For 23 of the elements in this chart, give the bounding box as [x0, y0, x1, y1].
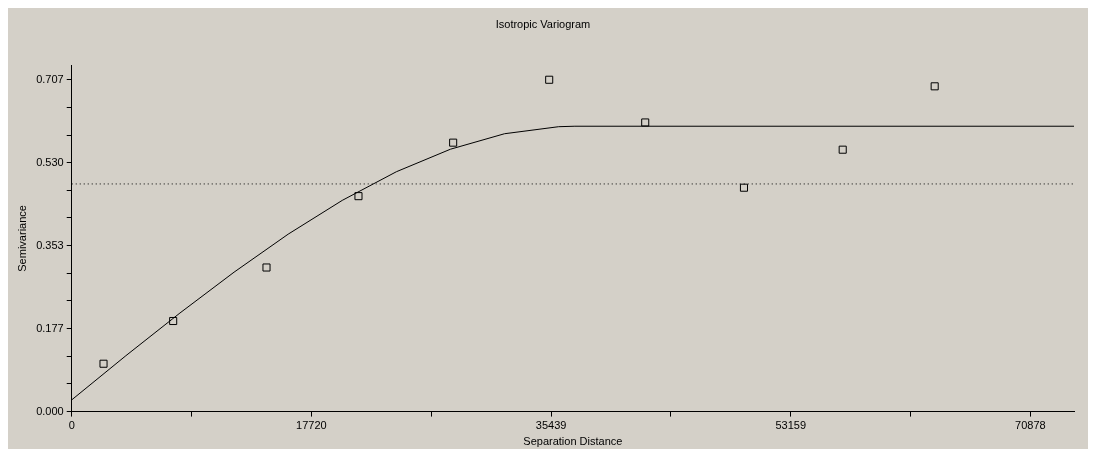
- point: [641, 118, 650, 127]
- y-tick-label: 0.000: [36, 404, 64, 417]
- point: [169, 316, 178, 326]
- x-tick-label: 53159: [775, 419, 807, 432]
- y-tick-label: 0.177: [36, 321, 64, 334]
- y-tick-label: 0.353: [36, 238, 64, 251]
- point: [449, 138, 458, 147]
- x-tick-label: 35439: [535, 419, 567, 432]
- point: [739, 183, 748, 192]
- y-axis-title: Semivariance: [15, 205, 28, 272]
- point: [838, 145, 847, 154]
- y-tick-label: 0.707: [36, 72, 64, 85]
- x-axis-title: Separation Distance: [523, 435, 623, 448]
- x-tick-label: 17720: [296, 419, 327, 432]
- y-tick-label: 0.530: [36, 155, 64, 168]
- point: [99, 359, 108, 368]
- point: [930, 82, 939, 91]
- point: [262, 263, 271, 272]
- x-tick-label: 70878: [1015, 419, 1046, 432]
- point: [545, 75, 554, 84]
- x-tick-label: 0: [68, 419, 75, 432]
- point: [354, 192, 363, 201]
- chart-title: Isotropic Variogram: [495, 17, 591, 30]
